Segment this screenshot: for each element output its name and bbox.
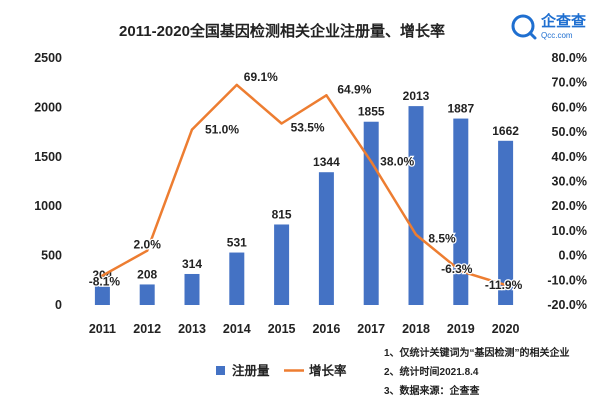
legend-bar-label: 注册量 bbox=[232, 363, 270, 378]
right-tick-label: 40.0% bbox=[552, 150, 587, 164]
line-point-2013 bbox=[190, 128, 194, 131]
bar-label-2018: 2013 bbox=[403, 89, 430, 103]
line-point-2017 bbox=[370, 160, 373, 163]
brand-logo: 企查查 Qcc.com bbox=[511, 12, 587, 40]
line-point-2019 bbox=[459, 269, 462, 273]
bar-label-2019: 1887 bbox=[447, 102, 474, 116]
line-label-2011: -8.1% bbox=[89, 275, 121, 289]
x-tick-label: 2014 bbox=[223, 322, 251, 336]
legend-line-label: 增长率 bbox=[309, 363, 347, 378]
brand-domain: Qcc.com bbox=[541, 31, 573, 40]
bar-label-2014: 531 bbox=[227, 236, 247, 250]
bar-label-2012: 208 bbox=[137, 267, 157, 281]
line-series bbox=[101, 83, 507, 287]
line-label-2015: 53.5% bbox=[291, 120, 325, 134]
line-label-2016: 64.9% bbox=[337, 82, 371, 96]
bar-label-2017: 1855 bbox=[358, 105, 385, 119]
right-tick-label: 80.0% bbox=[552, 51, 587, 65]
right-tick-label: -20.0% bbox=[547, 298, 587, 312]
line-label-2018: 8.5% bbox=[428, 232, 456, 246]
brand-name: 企查查 bbox=[540, 12, 587, 30]
bar-label-2016: 1344 bbox=[313, 155, 340, 169]
bar-2019 bbox=[453, 118, 469, 306]
bar-2017 bbox=[363, 121, 379, 305]
right-tick-label: 0.0% bbox=[559, 249, 588, 263]
line-point-2020 bbox=[504, 283, 507, 287]
magnifier-handle bbox=[528, 31, 537, 40]
right-tick-label: 30.0% bbox=[552, 175, 587, 189]
bar-2014 bbox=[229, 252, 245, 305]
right-axis: -20.0% -10.0% 0.0% 10.0% 20.0% 30.0% 40.0% 50.0… bbox=[547, 51, 587, 312]
note-3: 3、数据来源：企查查 bbox=[384, 384, 481, 397]
x-tick-label: 2012 bbox=[133, 322, 161, 336]
note-2: 2、统计时间2021.8.4 bbox=[384, 365, 479, 378]
bar-label-2015: 815 bbox=[272, 207, 292, 221]
x-tick-label: 2017 bbox=[357, 322, 385, 336]
left-tick-label: 500 bbox=[41, 249, 62, 263]
left-tick-label: 2000 bbox=[34, 100, 62, 114]
note-1: 1、仅统计关键词为“基因检测”的相关企业 bbox=[384, 346, 570, 359]
left-tick-label: 1000 bbox=[34, 199, 62, 213]
left-tick-label: 1500 bbox=[34, 150, 62, 164]
line-label-2012: 2.0% bbox=[134, 238, 162, 252]
bar-2015 bbox=[274, 224, 290, 305]
line-label-2020: -11.9% bbox=[485, 278, 523, 292]
line-point-2018 bbox=[414, 233, 418, 236]
line-labels: -8.1% 2.0% 51.0% 69.1% 53.5% 64.9% 38.0% 8.5% -6… bbox=[87, 69, 523, 294]
x-tick-label: 2011 bbox=[89, 322, 116, 336]
left-tick-label: 0 bbox=[55, 298, 62, 312]
x-tick-label: 2018 bbox=[402, 322, 430, 336]
chart-title: 2011-2020全国基因检测相关企业注册量、增长率 bbox=[119, 22, 445, 40]
bar-2020 bbox=[498, 140, 514, 305]
right-tick-label: 60.0% bbox=[552, 100, 587, 114]
right-tick-label: -10.0% bbox=[547, 273, 587, 287]
growth-line bbox=[101, 83, 506, 287]
line-label-2014: 69.1% bbox=[244, 70, 278, 84]
line-point-2011 bbox=[101, 274, 104, 277]
notes: 1、仅统计关键词为“基因检测”的相关企业 2、统计时间2021.8.4 3、数据… bbox=[384, 346, 570, 397]
line-label-2013: 51.0% bbox=[205, 123, 239, 137]
bar-2012 bbox=[139, 284, 155, 305]
bar-2016 bbox=[318, 172, 334, 305]
left-tick-label: 2500 bbox=[34, 51, 62, 65]
line-label-2017: 38.0% bbox=[380, 155, 414, 169]
right-tick-label: 50.0% bbox=[552, 125, 587, 139]
x-tick-label: 2015 bbox=[268, 322, 296, 336]
bar-2013 bbox=[184, 273, 200, 305]
line-point-2012 bbox=[146, 249, 149, 252]
bar-label-2013: 314 bbox=[182, 257, 202, 271]
left-axis: 0 500 1000 1500 2000 2500 bbox=[34, 51, 62, 312]
x-axis: 2011 2012 2013 2014 2015 2016 2017 2018 2019 2020 bbox=[89, 322, 520, 336]
line-point-2015 bbox=[280, 122, 283, 125]
magnifier-icon bbox=[511, 14, 535, 38]
bar-2018 bbox=[408, 106, 424, 305]
line-point-2016 bbox=[325, 94, 328, 97]
legend-bar-swatch bbox=[216, 366, 225, 375]
line-label-2019: -6.3% bbox=[441, 262, 473, 276]
line-point-2014 bbox=[235, 83, 238, 87]
bar-2011 bbox=[94, 284, 110, 305]
x-tick-label: 2019 bbox=[447, 322, 475, 336]
bar-series bbox=[94, 106, 514, 306]
bar-label-2020: 1662 bbox=[492, 124, 519, 138]
x-tick-label: 2016 bbox=[312, 322, 340, 336]
right-tick-label: 10.0% bbox=[552, 224, 587, 238]
x-tick-label: 2020 bbox=[492, 322, 520, 336]
x-tick-label: 2013 bbox=[178, 322, 206, 336]
right-tick-label: 70.0% bbox=[552, 76, 587, 90]
right-tick-label: 20.0% bbox=[552, 199, 587, 213]
legend: 注册量 增长率 bbox=[216, 363, 347, 378]
